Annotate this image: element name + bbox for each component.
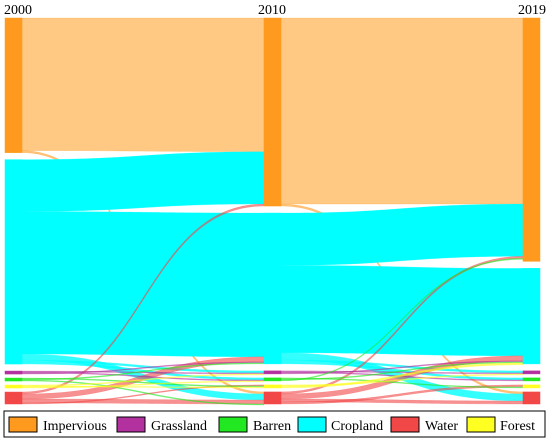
year-label-0: 2000 bbox=[4, 3, 32, 18]
legend-swatch-impervious bbox=[8, 416, 38, 433]
flow-cropland-to-cropland-1-23 bbox=[280, 265, 524, 357]
legend-swatch-cropland bbox=[297, 416, 327, 433]
node-barren-2019 bbox=[522, 377, 541, 382]
legend-item-forest: Forest bbox=[466, 416, 535, 434]
node-forest-2010 bbox=[263, 384, 282, 389]
flow-forest-to-barren-0-19 bbox=[21, 380, 265, 389]
legend-item-grassland: Grassland bbox=[116, 416, 207, 434]
node-water-2019 bbox=[522, 391, 541, 405]
flow-impervious-to-impervious-1-20 bbox=[280, 17, 524, 205]
flow-cropland-to-cropland-0-3 bbox=[21, 211, 265, 358]
legend-label-forest: Forest bbox=[500, 419, 535, 434]
node-barren-2000 bbox=[4, 377, 23, 382]
flow-forest-to-grassland-1-37 bbox=[280, 373, 524, 387]
legend-swatch-grassland bbox=[116, 416, 146, 433]
flow-cropland-to-impervious-1-22 bbox=[280, 203, 524, 266]
legend-swatch-barren bbox=[218, 416, 248, 433]
flow-cropland-to-impervious-0-2 bbox=[21, 151, 265, 212]
legend: Impervious Grassland Barren Cropland Wat… bbox=[3, 410, 546, 438]
flow-forest-to-cropland-1-39 bbox=[280, 363, 524, 389]
nodes-layer bbox=[4, 17, 541, 405]
legend-label-barren: Barren bbox=[253, 419, 291, 434]
legend-item-impervious: Impervious bbox=[8, 416, 107, 434]
year-labels: 2000 2010 2019 bbox=[4, 3, 546, 18]
node-barren-2010 bbox=[263, 377, 282, 382]
legend-item-cropland: Cropland bbox=[297, 416, 383, 434]
flows-layer bbox=[21, 17, 524, 406]
legend-box bbox=[3, 410, 546, 438]
node-forest-2019 bbox=[522, 384, 541, 389]
legend-label-grassland: Grassland bbox=[151, 419, 207, 434]
year-label-2: 2019 bbox=[518, 3, 546, 18]
node-grassland-2000 bbox=[4, 370, 23, 375]
legend-swatch-water bbox=[390, 416, 420, 433]
node-impervious-2019 bbox=[522, 17, 541, 262]
legend-label-impervious: Impervious bbox=[43, 419, 107, 434]
node-grassland-2010 bbox=[263, 370, 282, 375]
node-cropland-2019 bbox=[522, 268, 541, 365]
legend-item-barren: Barren bbox=[218, 416, 291, 434]
node-grassland-2019 bbox=[522, 370, 541, 375]
flow-impervious-to-impervious-0-0 bbox=[21, 17, 265, 152]
node-cropland-2010 bbox=[263, 212, 282, 365]
node-impervious-2010 bbox=[263, 17, 282, 207]
node-cropland-2000 bbox=[4, 159, 23, 365]
legend-swatch-forest bbox=[466, 416, 496, 433]
node-water-2000 bbox=[4, 391, 23, 405]
node-forest-2000 bbox=[4, 384, 23, 389]
legend-label-cropland: Cropland bbox=[331, 419, 383, 434]
node-impervious-2000 bbox=[4, 17, 23, 153]
flow-forest-to-grassland-0-17 bbox=[21, 373, 265, 387]
legend-item-water: Water bbox=[390, 416, 458, 434]
legend-label-water: Water bbox=[425, 419, 458, 434]
node-water-2010 bbox=[263, 391, 282, 405]
year-label-1: 2010 bbox=[258, 3, 286, 18]
